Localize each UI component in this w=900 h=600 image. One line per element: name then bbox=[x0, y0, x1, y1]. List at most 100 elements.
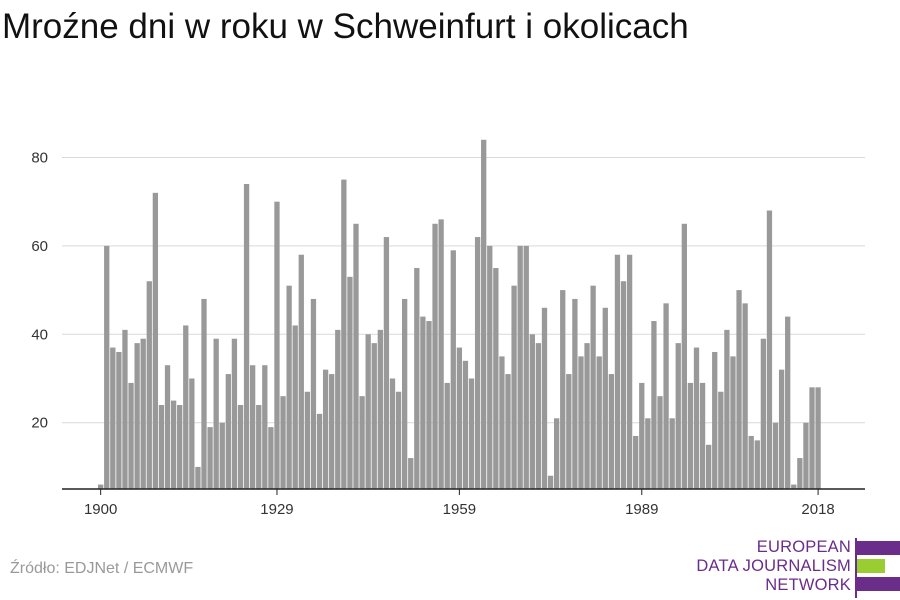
bar[interactable] bbox=[274, 201, 280, 489]
bar[interactable] bbox=[626, 254, 633, 489]
bar[interactable] bbox=[499, 356, 505, 489]
bar[interactable] bbox=[140, 338, 146, 489]
bar[interactable] bbox=[742, 303, 748, 489]
bar[interactable] bbox=[414, 267, 420, 489]
bar[interactable] bbox=[116, 351, 122, 489]
bar[interactable] bbox=[614, 254, 621, 489]
bar[interactable] bbox=[146, 281, 152, 489]
bar[interactable] bbox=[517, 245, 523, 489]
bar[interactable] bbox=[602, 307, 608, 489]
bar[interactable] bbox=[706, 444, 712, 489]
bar[interactable] bbox=[268, 427, 274, 489]
bar[interactable] bbox=[462, 360, 469, 489]
bar[interactable] bbox=[778, 369, 785, 489]
bar[interactable] bbox=[663, 303, 669, 489]
bar[interactable] bbox=[298, 254, 304, 489]
bar[interactable] bbox=[256, 405, 262, 489]
bar[interactable] bbox=[608, 374, 615, 489]
bar[interactable] bbox=[797, 458, 803, 489]
bar[interactable] bbox=[669, 418, 675, 489]
bar[interactable] bbox=[98, 484, 104, 489]
bar[interactable] bbox=[772, 422, 779, 489]
bar[interactable] bbox=[645, 418, 651, 489]
bar[interactable] bbox=[754, 440, 760, 489]
bar[interactable] bbox=[128, 382, 134, 489]
bar[interactable] bbox=[189, 378, 195, 489]
bar[interactable] bbox=[699, 382, 706, 489]
bar[interactable] bbox=[383, 237, 390, 489]
bar[interactable] bbox=[547, 475, 554, 489]
bar[interactable] bbox=[566, 374, 572, 489]
bar[interactable] bbox=[280, 396, 286, 489]
bar[interactable] bbox=[736, 290, 742, 489]
bar[interactable] bbox=[377, 329, 383, 489]
bar[interactable] bbox=[195, 466, 201, 489]
bar[interactable] bbox=[456, 347, 463, 489]
bar[interactable] bbox=[225, 374, 231, 489]
bar[interactable] bbox=[365, 334, 371, 489]
bar[interactable] bbox=[535, 343, 542, 489]
bar[interactable] bbox=[322, 369, 329, 489]
bar[interactable] bbox=[468, 378, 475, 489]
bar[interactable] bbox=[766, 210, 773, 489]
bar[interactable] bbox=[712, 351, 718, 489]
bar[interactable] bbox=[584, 343, 590, 489]
bar[interactable] bbox=[201, 298, 207, 489]
bar[interactable] bbox=[541, 307, 548, 489]
bar[interactable] bbox=[329, 374, 335, 489]
bar[interactable] bbox=[718, 391, 724, 489]
edjnet-logo[interactable]: EUROPEAN DATA JOURNALISM NETWORK bbox=[696, 538, 900, 598]
bar[interactable] bbox=[286, 285, 292, 489]
bar[interactable] bbox=[657, 396, 663, 489]
bar[interactable] bbox=[219, 422, 225, 489]
bar[interactable] bbox=[693, 347, 700, 489]
bar[interactable] bbox=[505, 374, 511, 489]
bar[interactable] bbox=[748, 435, 754, 489]
bar[interactable] bbox=[177, 405, 183, 489]
bar[interactable] bbox=[408, 458, 414, 489]
bar[interactable] bbox=[170, 400, 177, 489]
bar[interactable] bbox=[347, 276, 353, 489]
bar[interactable] bbox=[523, 245, 529, 489]
bar[interactable] bbox=[791, 484, 797, 489]
bar[interactable] bbox=[785, 316, 791, 489]
bar[interactable] bbox=[809, 387, 815, 489]
bar[interactable] bbox=[292, 325, 298, 489]
bar[interactable] bbox=[760, 338, 767, 489]
bar[interactable] bbox=[243, 184, 250, 489]
bar[interactable] bbox=[529, 334, 535, 489]
bar[interactable] bbox=[183, 325, 189, 489]
bar[interactable] bbox=[335, 329, 341, 489]
bar[interactable] bbox=[104, 245, 110, 489]
bar[interactable] bbox=[481, 139, 487, 490]
bar[interactable] bbox=[304, 391, 311, 489]
bar[interactable] bbox=[402, 298, 408, 489]
bar[interactable] bbox=[578, 356, 584, 489]
bar[interactable] bbox=[420, 316, 426, 489]
bar[interactable] bbox=[803, 422, 809, 489]
bar[interactable] bbox=[596, 356, 602, 489]
bar[interactable] bbox=[681, 223, 687, 489]
bar[interactable] bbox=[590, 285, 596, 489]
bar[interactable] bbox=[438, 219, 444, 490]
bar[interactable] bbox=[675, 343, 681, 489]
bar[interactable] bbox=[730, 356, 736, 489]
bar[interactable] bbox=[262, 365, 268, 489]
bar[interactable] bbox=[389, 378, 396, 489]
bar[interactable] bbox=[207, 427, 213, 489]
bar[interactable] bbox=[639, 382, 645, 489]
bar[interactable] bbox=[493, 267, 499, 489]
bar[interactable] bbox=[633, 435, 639, 489]
bar[interactable] bbox=[687, 382, 694, 489]
bar[interactable] bbox=[560, 290, 566, 489]
bar[interactable] bbox=[134, 343, 140, 489]
bar[interactable] bbox=[444, 382, 450, 489]
bar[interactable] bbox=[316, 413, 323, 489]
bar[interactable] bbox=[164, 365, 171, 489]
bar[interactable] bbox=[651, 321, 657, 489]
bar[interactable] bbox=[231, 338, 238, 489]
bar[interactable] bbox=[487, 245, 493, 489]
bar[interactable] bbox=[341, 179, 347, 489]
bar[interactable] bbox=[432, 223, 438, 489]
bar[interactable] bbox=[110, 347, 116, 489]
